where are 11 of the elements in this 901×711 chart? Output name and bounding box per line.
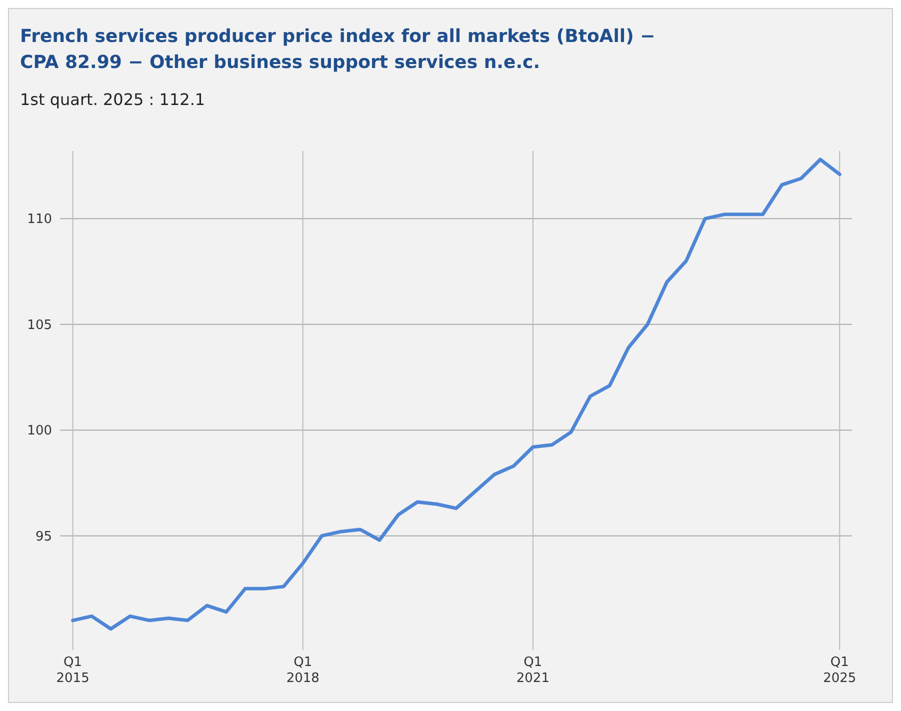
- y-tick-label: 95: [35, 529, 52, 544]
- chart-subtitle: 1st quart. 2025 : 112.1: [20, 90, 206, 109]
- x-tick-label: Q1 2015: [56, 655, 90, 686]
- chart-title: French services producer price index for all markets (BtoAll) − CPA 82.99 − Other business support services n.e.c.: [20, 26, 656, 73]
- line-series: [71, 158, 842, 631]
- y-tick-label: 100: [27, 424, 52, 439]
- x-tick-label: Q1 2025: [823, 655, 856, 686]
- x-tick-label: Q1 2018: [286, 655, 320, 686]
- x-tick-label: Q1 2021: [516, 655, 550, 686]
- y-tick-label: 105: [27, 318, 52, 333]
- y-tick-label: 110: [27, 212, 52, 228]
